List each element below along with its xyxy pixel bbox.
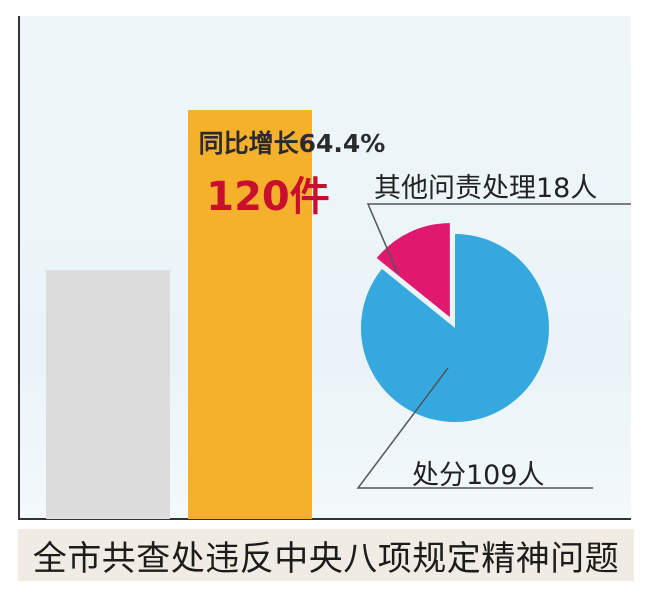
leader-line-disciplined <box>356 367 593 489</box>
bar-0 <box>46 270 170 519</box>
growth-annotation: 同比增长64.4% <box>198 129 386 158</box>
chart-area: 同比增长64.4% 120件 其他问责处理18人 处分109人 <box>18 16 631 520</box>
bar-value-label: 120件 <box>206 174 330 220</box>
bar-1 <box>188 110 312 520</box>
pie-slice-disciplined <box>360 234 549 422</box>
leader-line-other <box>366 203 631 275</box>
chart-title: 全市共查处违反中央八项规定精神问题 <box>18 529 634 581</box>
pie-label-other-accountability: 其他问责处理18人 <box>374 173 598 204</box>
pie-label-disciplined: 处分109人 <box>412 460 545 491</box>
chart-graphics <box>18 16 631 520</box>
pie-slice-other <box>376 223 450 318</box>
